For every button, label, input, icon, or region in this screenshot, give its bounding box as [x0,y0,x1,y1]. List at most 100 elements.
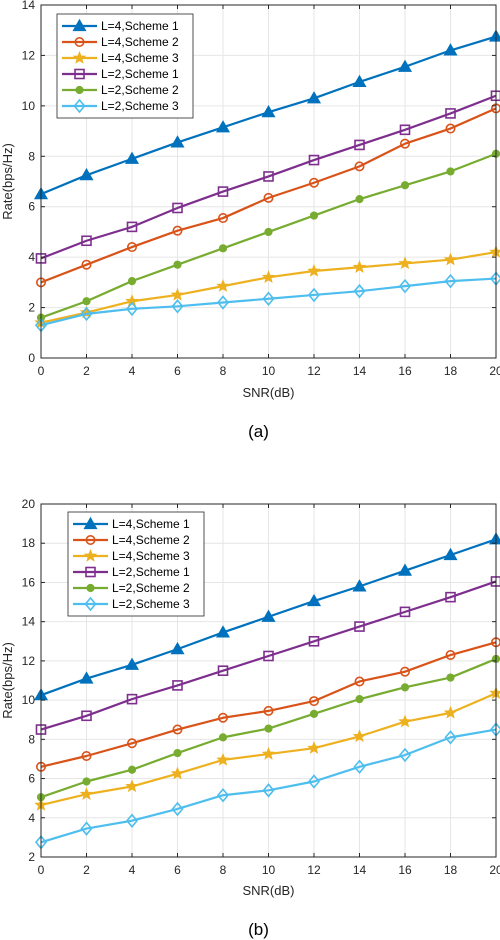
data-point [215,625,231,638]
data-point [172,225,183,236]
data-point [399,606,411,618]
y-axis-label: Rate(bps/Hz) [0,143,15,220]
series-1 [33,532,500,701]
data-point [216,279,230,292]
data-point [261,609,276,622]
data-point [398,278,412,294]
y-axis-label: Rate(bps/Hz) [0,642,15,719]
data-point [262,291,275,306]
legend-marker [83,548,98,562]
data-point [354,161,365,172]
data-point [81,235,92,247]
legend-label: L=4,Scheme 1 [112,517,190,531]
data-point [215,120,231,133]
y-tick-label: 2 [28,850,35,864]
data-point [127,738,138,749]
y-tick-label: 18 [22,536,36,550]
data-point [125,301,139,317]
data-point [398,747,412,763]
data-point [354,621,365,632]
data-point [124,657,140,670]
data-point [263,192,274,203]
series-5 [36,654,500,802]
data-point [261,746,276,760]
y-tick-label: 10 [22,693,36,707]
x-tick-label: 10 [262,863,276,877]
data-point [263,171,274,182]
data-point [399,666,410,677]
legend-label: L=4,Scheme 2 [101,35,179,49]
data-point [443,252,458,266]
data-point [80,821,93,836]
legend-label: L=2,Scheme 2 [101,83,179,97]
data-point [81,259,92,270]
data-point [171,801,184,817]
series-line [40,728,497,844]
legend-item-2: L=4,Scheme 2 [73,533,190,547]
y-tick-label: 8 [28,732,35,746]
data-point [216,295,230,310]
data-point [308,635,320,647]
legend-marker [84,596,97,612]
data-point [354,676,365,687]
legend-item-1: L=4,Scheme 1 [73,516,190,531]
legend-label: L=4,Scheme 2 [112,533,190,547]
data-point [308,154,320,166]
data-point [81,751,92,762]
data-point [307,774,321,789]
data-point [173,748,182,758]
data-point [172,680,183,691]
legend: L=4,Scheme 1 L=4,Scheme 2 L=4,Scheme 3 L=2,… [67,511,205,617]
data-point [264,724,273,733]
legend-label: L=4,Scheme 3 [112,549,190,563]
legend-item-6: L=2,Scheme 3 [62,98,179,114]
x-tick-label: 0 [38,863,45,877]
ticks: 0 2 4 6 8 10 12 14 16 18 20 0 2 4 6 8 10 12 14 [22,0,500,378]
chart-panel-b: 0 2 4 6 8 10 12 14 16 18 202468101214161820SNR(dB)… [0,497,500,939]
x-tick-label: 2 [83,863,90,877]
data-point [218,733,228,742]
series-6 [34,722,500,850]
data-point [218,213,229,224]
series-line [40,580,497,731]
y-tick-label: 4 [28,250,35,264]
data-point [397,59,413,72]
data-point [80,306,93,322]
y-tick-label: 16 [22,575,36,589]
y-tick-label: 4 [28,811,35,825]
figure-caption: (b) [248,920,269,939]
data-point [79,167,94,181]
series-5 [36,149,500,322]
data-point [308,177,319,188]
legend-marker [73,98,86,114]
y-tick-label: 8 [28,149,35,163]
data-point [170,287,185,301]
data-point [172,724,183,735]
x-tick-label: 12 [307,863,321,877]
data-point [217,186,229,197]
data-point [445,108,456,119]
x-tick-label: 0 [38,364,45,378]
series-4 [35,90,500,264]
legend-label: L=2,Scheme 3 [101,99,179,113]
data-point [400,181,410,190]
x-tick-label: 4 [129,863,136,877]
series-line [40,277,497,327]
x-tick-label: 18 [444,863,458,877]
data-point [352,74,367,88]
legend-item-1: L=4,Scheme 1 [62,18,179,33]
data-point [261,270,276,284]
x-tick-label: 10 [262,364,276,378]
data-point [309,709,319,718]
legend-marker [72,50,87,64]
series-3 [34,245,500,329]
legend: L=4,Scheme 1 L=4,Scheme 2 L=4,Scheme 3 L=2,… [56,13,194,119]
data-point [82,297,91,306]
data-point [352,260,367,273]
legend-item-3: L=4,Scheme 3 [73,548,190,563]
data-point [79,787,94,800]
legend-label: L=2,Scheme 3 [112,597,190,611]
data-point [444,730,457,745]
